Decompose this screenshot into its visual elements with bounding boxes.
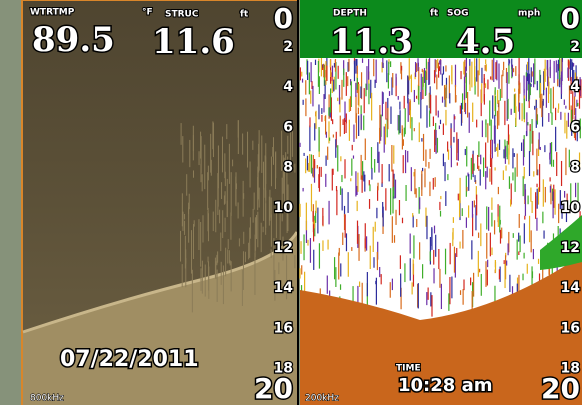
readout: 89.5: [32, 20, 115, 60]
depth-scale-label: 20: [254, 372, 293, 405]
frequency: 200kHz: [305, 394, 339, 404]
depth-scale-label: 16: [561, 320, 580, 336]
depth-scale-label: 8: [283, 160, 293, 176]
depth-scale-label: 6: [283, 119, 293, 135]
date: 07/22/2011: [60, 347, 199, 372]
label: WTRTMP: [30, 8, 75, 18]
depth-scale-label: 14: [274, 280, 294, 296]
depth-scale-label: 14: [561, 280, 581, 296]
depth-scale-label: 10: [274, 200, 294, 216]
label: TIME: [396, 364, 421, 374]
depth-scale-label: 10: [561, 200, 581, 216]
depth-scale-label: 12: [274, 240, 293, 256]
depth-scale-label: 2: [283, 39, 293, 55]
page: WTRTMP °F STRUC ft 89.5 11.6 07/22/2011 …: [0, 0, 582, 405]
label: SOG: [447, 9, 469, 19]
time: 10:28 am: [398, 375, 492, 396]
frequency: 800kHz: [30, 394, 64, 404]
sonar-screen: WTRTMP °F STRUC ft 89.5 11.6 07/22/2011 …: [0, 0, 582, 405]
label: DEPTH: [333, 9, 367, 19]
unit: °F: [142, 8, 153, 18]
depth-scale-label: 0: [274, 2, 293, 35]
unit: ft: [240, 10, 249, 20]
unit: mph: [518, 9, 540, 19]
depth-scale-label: 16: [274, 320, 293, 336]
depth-scale-label: 0: [561, 2, 580, 35]
label: STRUC: [165, 10, 199, 20]
depth-scale-label: 4: [570, 79, 580, 95]
readout: 11.6: [152, 22, 235, 62]
depth-scale-label: 20: [541, 372, 580, 405]
unit: ft: [430, 9, 439, 19]
readout: 11.3: [330, 22, 413, 62]
readout: 4.5: [456, 22, 515, 62]
depth-scale-label: 12: [561, 240, 580, 256]
depth-scale-label: 4: [283, 79, 293, 95]
depth-scale-label: 2: [570, 39, 580, 55]
depth-scale-label: 8: [570, 160, 580, 176]
depth-scale-label: 6: [570, 119, 580, 135]
